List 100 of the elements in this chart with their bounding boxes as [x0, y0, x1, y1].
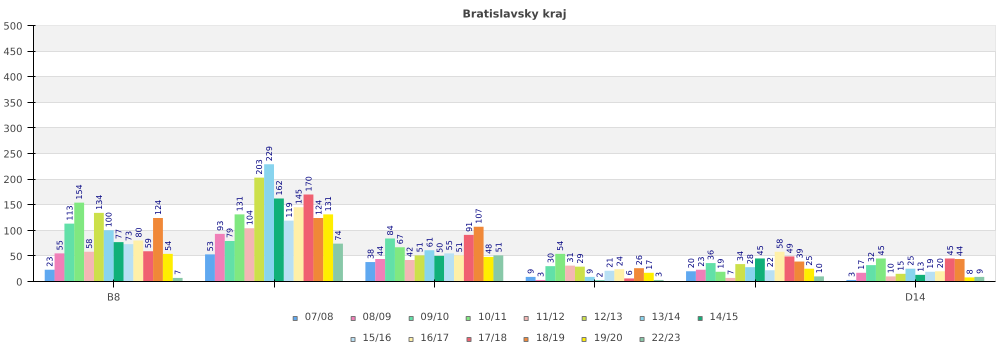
bar [555, 254, 566, 282]
data-label: 8 [966, 269, 975, 274]
data-label: 51 [454, 242, 464, 252]
bar [905, 268, 916, 282]
data-label: 124 [314, 200, 324, 216]
bar [254, 178, 264, 282]
bar [124, 244, 134, 282]
data-label: 32 [867, 252, 876, 262]
bar [385, 238, 395, 282]
data-label: 36 [706, 250, 716, 260]
bar [804, 268, 814, 282]
data-label: 9 [975, 268, 984, 274]
bar [764, 270, 775, 282]
data-label: 93 [216, 220, 225, 231]
bar [224, 241, 235, 282]
data-label: 9 [586, 268, 595, 274]
data-label: 77 [114, 228, 124, 240]
bar [394, 247, 405, 282]
y-tick-label: 500 [3, 22, 23, 32]
bar [706, 263, 716, 282]
legend-label: 15/16 [362, 333, 392, 344]
bar [716, 272, 726, 282]
data-label: 100 [104, 212, 114, 228]
data-label: 79 [226, 228, 235, 238]
bar [484, 256, 494, 282]
bar [133, 240, 144, 282]
data-label: 17 [644, 260, 654, 270]
data-label: 24 [615, 256, 624, 266]
bar [545, 266, 556, 282]
data-label: 22 [766, 257, 775, 268]
data-label: 10 [886, 263, 896, 274]
bar [574, 266, 585, 282]
legend-label: 08/09 [362, 312, 392, 323]
bar [866, 265, 876, 282]
data-label: 6 [625, 270, 634, 276]
data-label: 104 [245, 210, 254, 226]
data-label: 9 [526, 268, 536, 274]
data-label: 19 [926, 258, 936, 269]
bar [274, 198, 284, 282]
data-label: 2 [596, 272, 605, 278]
data-label: 51 [416, 242, 425, 252]
bar [745, 267, 755, 282]
bar [784, 256, 794, 282]
bar [84, 252, 94, 282]
data-label: 54 [164, 240, 173, 251]
data-label: 73 [124, 230, 134, 242]
data-label: 31 [566, 252, 576, 263]
legend-label: 17/18 [478, 333, 507, 344]
bar [375, 258, 386, 282]
bar [143, 251, 154, 282]
data-label: 28 [746, 254, 756, 264]
bar [493, 255, 504, 282]
bar [954, 258, 965, 282]
data-label: 25 [805, 256, 814, 266]
data-label: 80 [134, 227, 144, 238]
data-label: 91 [464, 222, 474, 232]
bar [205, 254, 215, 282]
bar [935, 271, 945, 282]
bar [604, 270, 614, 282]
data-label: 7 [726, 270, 736, 275]
data-label: 107 [474, 208, 484, 224]
bar [614, 269, 624, 282]
data-label: 3 [536, 272, 546, 277]
legend-label: 07/08 [304, 312, 334, 323]
bar [565, 266, 575, 282]
bar [365, 262, 376, 282]
legend-label: 14/15 [709, 312, 738, 323]
data-label: 154 [75, 184, 84, 200]
data-label: 58 [85, 238, 94, 249]
bar [925, 272, 936, 282]
data-label: 61 [425, 237, 434, 248]
legend-label: 19/20 [594, 333, 623, 344]
data-label: 55 [445, 240, 454, 250]
x-tick-label: D14 [905, 292, 926, 304]
data-label: 203 [255, 159, 264, 175]
bar [54, 253, 64, 282]
data-label: 229 [265, 146, 274, 162]
legend-label: 12/13 [594, 312, 623, 323]
data-label: 67 [396, 234, 405, 244]
data-label: 74 [334, 230, 344, 241]
data-label: 38 [366, 248, 376, 260]
bar [774, 252, 785, 282]
legend-label: 18/19 [536, 333, 565, 344]
bar [434, 256, 444, 282]
bar [44, 270, 55, 282]
data-label: 25 [906, 256, 916, 266]
data-label: 10 [815, 263, 824, 274]
data-label: 84 [386, 225, 396, 236]
y-tick-label: 100 [3, 226, 23, 238]
bar [284, 220, 294, 282]
data-label: 21 [605, 258, 614, 268]
bar [644, 272, 654, 282]
y-tick-label: 150 [3, 200, 23, 212]
legend-label: 13/14 [652, 312, 680, 323]
bar [153, 218, 163, 282]
data-label: 113 [65, 205, 74, 221]
data-label: 23 [46, 256, 55, 267]
data-label: 45 [876, 245, 886, 256]
data-label: 30 [546, 252, 556, 264]
y-tick-label: 250 [3, 150, 23, 160]
